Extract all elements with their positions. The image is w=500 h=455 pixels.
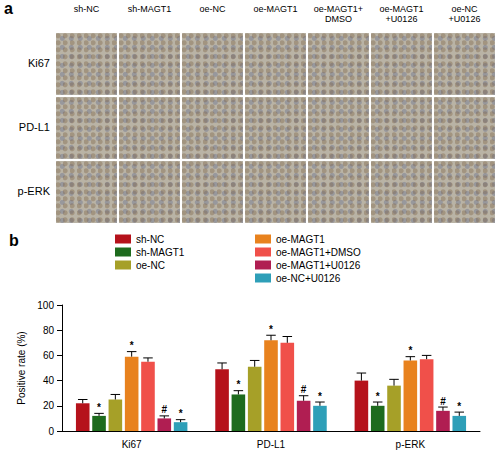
- html-text:sh-MAGT1: sh-MAGT1: [127, 4, 172, 14]
- svg-text:PD-L1: PD-L1: [257, 439, 286, 450]
- html-text:Ki67: Ki67: [28, 57, 50, 69]
- svg-text:*: *: [97, 402, 101, 413]
- svg-text:oe-NC+U0126: oe-NC+U0126: [276, 273, 341, 284]
- svg-text:*: *: [236, 379, 240, 390]
- svg-text:100: 100: [37, 300, 54, 311]
- html-text:oe-MAGT1 +U0126: oe-MAGT1 +U0126: [379, 4, 424, 24]
- svg-text:oe-MAGT1+U0126: oe-MAGT1+U0126: [276, 260, 361, 271]
- svg-text:40: 40: [43, 375, 55, 386]
- svg-text:p-ERK: p-ERK: [396, 439, 426, 450]
- svg-text:sh-NC: sh-NC: [136, 234, 164, 245]
- svg-text:*: *: [408, 345, 412, 356]
- svg-text:Positive rate (%): Positive rate (%): [16, 331, 27, 404]
- html-text:a: a: [4, 0, 13, 17]
- html-text:sh-NC: sh-NC: [73, 4, 100, 14]
- svg-text:Ki67: Ki67: [122, 439, 142, 450]
- html-text:PD-L1: PD-L1: [18, 121, 50, 133]
- svg-text:60: 60: [43, 350, 55, 361]
- html-text:p-ERK: p-ERK: [17, 185, 50, 197]
- svg-text:*: *: [457, 401, 461, 412]
- svg-text:20: 20: [43, 400, 55, 411]
- svg-text:*: *: [269, 324, 273, 335]
- svg-text:#: #: [440, 396, 446, 407]
- html-text:oe-NC: oe-NC: [199, 4, 226, 14]
- svg-text:*: *: [376, 391, 380, 402]
- svg-text:sh-MAGT1: sh-MAGT1: [136, 247, 185, 258]
- svg-text:#: #: [301, 384, 307, 395]
- svg-text:oe-MAGT1+DMSO: oe-MAGT1+DMSO: [276, 247, 361, 258]
- svg-text:oe-NC: oe-NC: [136, 260, 165, 271]
- svg-text:oe-MAGT1: oe-MAGT1: [276, 234, 325, 245]
- svg-text:*: *: [130, 340, 134, 351]
- svg-text:*: *: [179, 408, 183, 419]
- svg-text:80: 80: [43, 325, 55, 336]
- html-text:oe-MAGT1+ DMSO: oe-MAGT1+ DMSO: [313, 4, 364, 24]
- svg-text:*: *: [318, 391, 322, 402]
- svg-text:#: #: [162, 404, 168, 415]
- html-text:oe-MAGT1: oe-MAGT1: [253, 4, 298, 14]
- svg-text:0: 0: [48, 426, 54, 437]
- html-text:oe-NC +U0126: oe-NC +U0126: [448, 4, 481, 24]
- svg-text:b: b: [9, 232, 19, 249]
